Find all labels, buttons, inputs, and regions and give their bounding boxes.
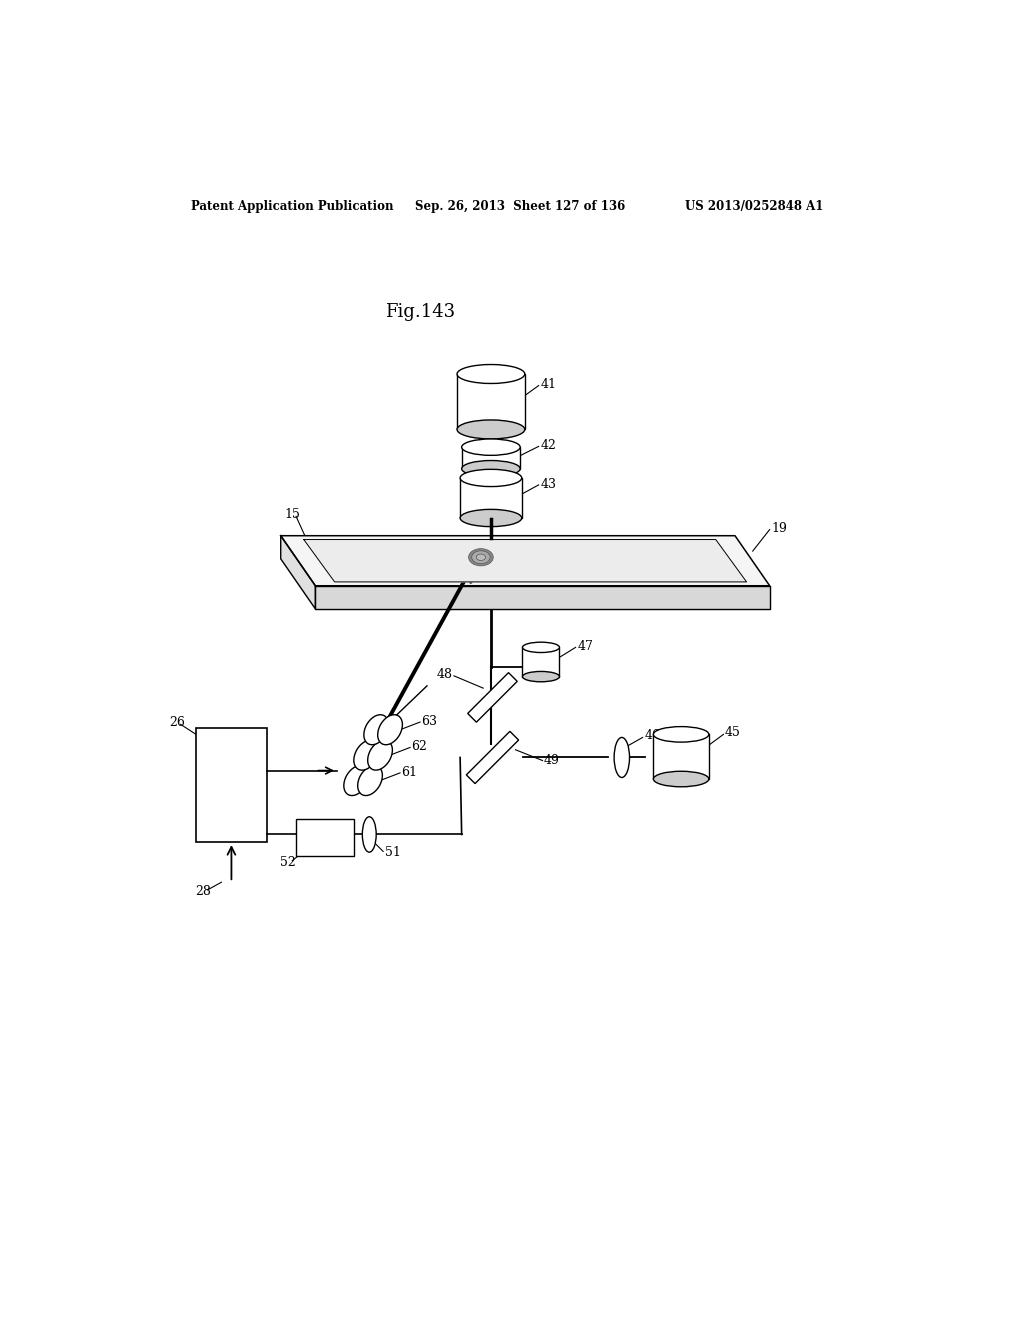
Ellipse shape (357, 766, 382, 796)
Polygon shape (315, 586, 770, 609)
Polygon shape (281, 536, 315, 609)
Ellipse shape (344, 766, 369, 796)
Ellipse shape (472, 550, 490, 564)
Text: 19: 19 (771, 521, 787, 535)
FancyBboxPatch shape (462, 447, 520, 469)
Ellipse shape (522, 672, 559, 682)
Polygon shape (466, 731, 518, 784)
Ellipse shape (368, 741, 392, 770)
Text: 51: 51 (385, 846, 400, 859)
Text: 52: 52 (280, 855, 296, 869)
Text: 100: 100 (593, 550, 616, 564)
Ellipse shape (653, 771, 709, 787)
Text: 46: 46 (644, 730, 660, 742)
Text: 47: 47 (578, 640, 593, 653)
Polygon shape (468, 673, 517, 722)
Ellipse shape (476, 554, 485, 561)
Text: US 2013/0252848 A1: US 2013/0252848 A1 (685, 199, 823, 213)
Text: 26: 26 (169, 717, 185, 730)
Polygon shape (281, 536, 770, 586)
FancyBboxPatch shape (460, 478, 521, 517)
Ellipse shape (462, 461, 520, 477)
Text: Patent Application Publication: Patent Application Publication (190, 199, 393, 213)
Text: 43: 43 (541, 478, 556, 491)
Text: 15: 15 (285, 508, 300, 520)
Ellipse shape (457, 364, 525, 384)
Ellipse shape (469, 549, 494, 566)
Text: Sep. 26, 2013  Sheet 127 of 136: Sep. 26, 2013 Sheet 127 of 136 (416, 199, 626, 213)
Text: Fig.143: Fig.143 (385, 304, 455, 321)
Ellipse shape (462, 440, 520, 455)
Text: 42: 42 (541, 440, 556, 453)
Text: 48: 48 (437, 668, 453, 681)
Ellipse shape (460, 510, 521, 527)
Ellipse shape (653, 726, 709, 742)
FancyBboxPatch shape (522, 647, 559, 677)
Ellipse shape (460, 470, 521, 487)
FancyBboxPatch shape (457, 374, 524, 429)
Text: 62: 62 (412, 741, 427, 754)
FancyBboxPatch shape (653, 734, 709, 779)
Ellipse shape (362, 817, 376, 853)
Ellipse shape (457, 420, 525, 440)
FancyBboxPatch shape (196, 729, 267, 842)
Text: 63: 63 (422, 714, 437, 727)
Text: 45: 45 (725, 726, 741, 739)
Ellipse shape (364, 714, 388, 744)
Polygon shape (304, 540, 746, 582)
Text: 49: 49 (544, 754, 560, 767)
Text: 61: 61 (401, 766, 418, 779)
Text: 28: 28 (196, 884, 211, 898)
Ellipse shape (614, 738, 630, 777)
FancyBboxPatch shape (296, 818, 354, 857)
Ellipse shape (378, 714, 402, 744)
Ellipse shape (354, 741, 379, 770)
Ellipse shape (522, 642, 559, 652)
Text: 41: 41 (541, 379, 556, 391)
